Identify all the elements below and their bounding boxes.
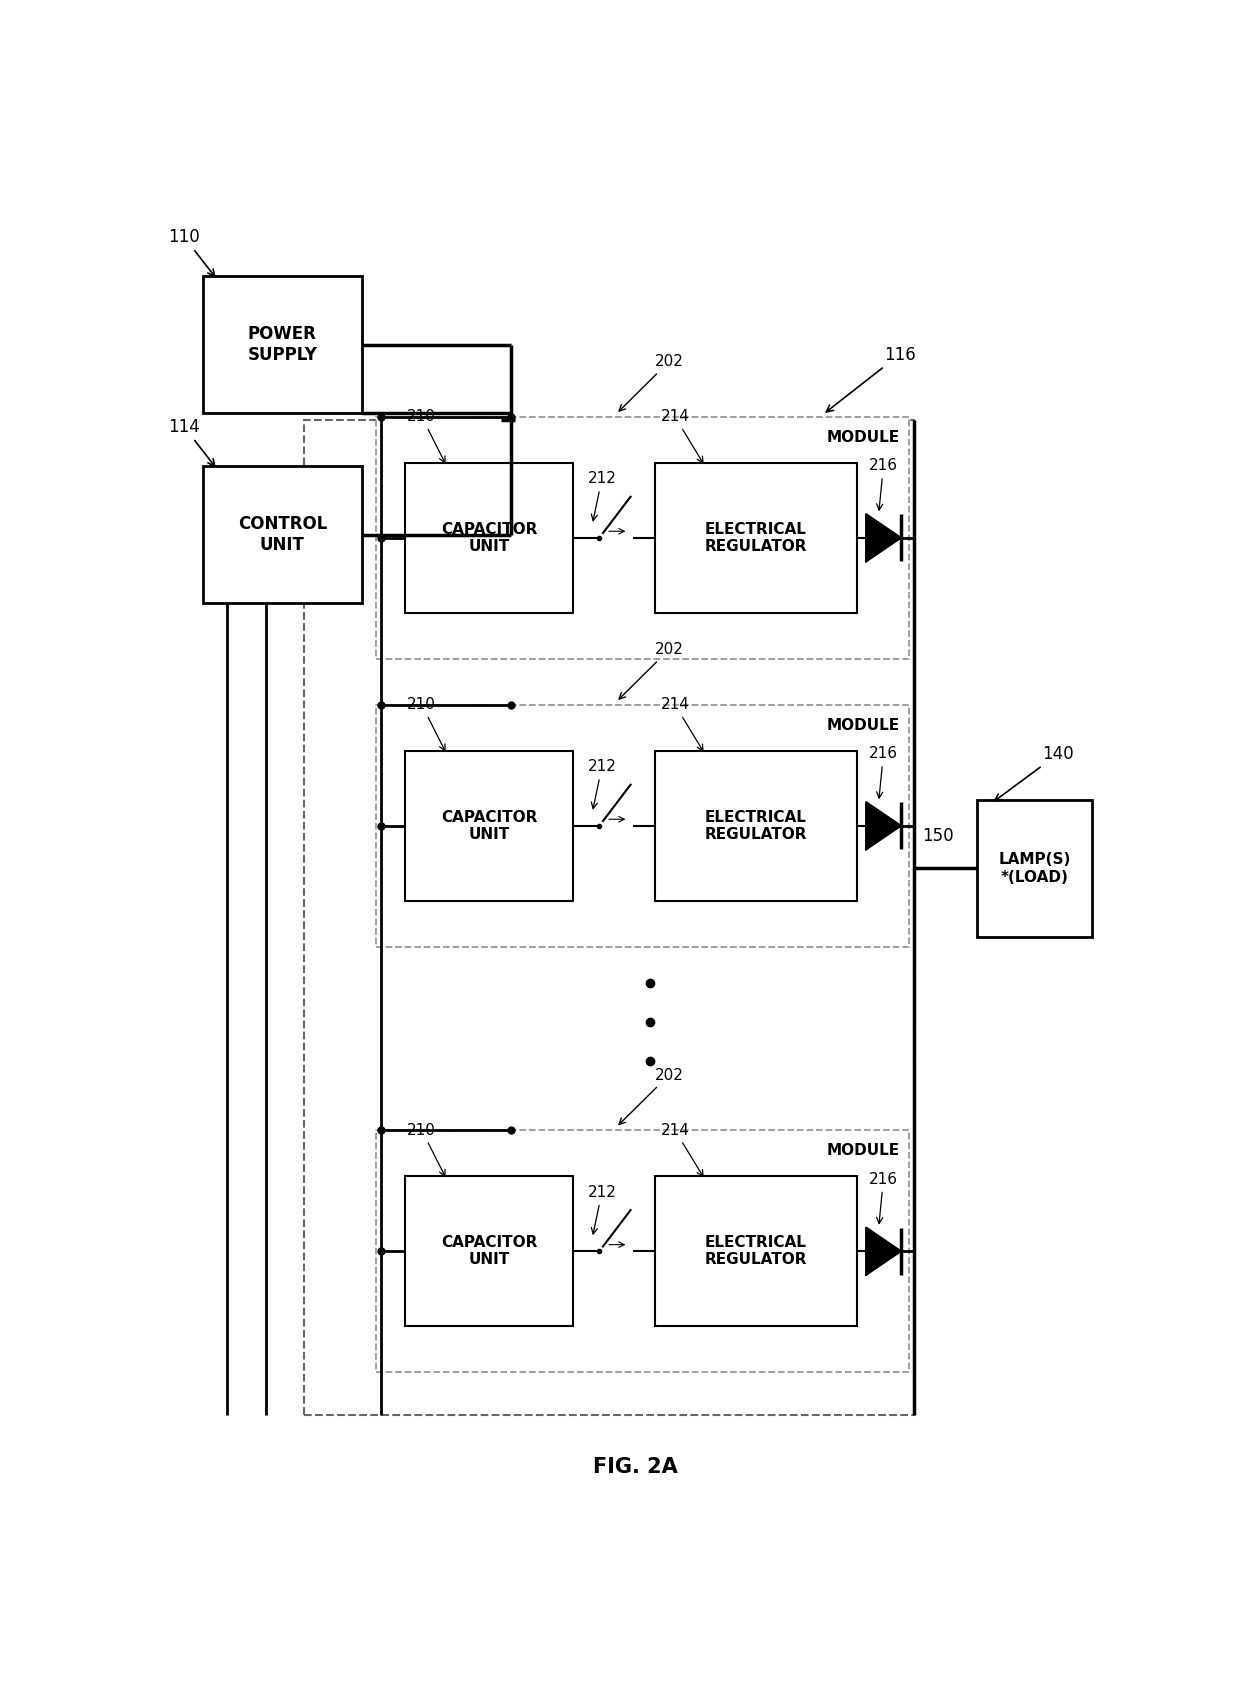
Text: LAMP(S)
*(LOAD): LAMP(S) *(LOAD): [998, 852, 1070, 884]
Text: MODULE: MODULE: [827, 430, 900, 445]
Bar: [404, 462, 573, 614]
Text: CAPACITOR
UNIT: CAPACITOR UNIT: [440, 522, 537, 554]
Text: 210: 210: [407, 410, 445, 462]
Text: FIG. 2A: FIG. 2A: [593, 1457, 678, 1477]
Text: 150: 150: [923, 826, 954, 845]
Bar: [404, 750, 573, 901]
Text: 216: 216: [869, 1171, 898, 1224]
Bar: [404, 1176, 573, 1326]
Text: CAPACITOR
UNIT: CAPACITOR UNIT: [440, 1234, 537, 1268]
Polygon shape: [866, 1227, 900, 1275]
Text: ELECTRICAL
REGULATOR: ELECTRICAL REGULATOR: [704, 809, 807, 842]
Bar: [203, 275, 362, 413]
Text: CONTROL
UNIT: CONTROL UNIT: [238, 515, 327, 554]
Text: MODULE: MODULE: [827, 717, 900, 733]
Text: POWER
SUPPLY: POWER SUPPLY: [248, 325, 317, 364]
Bar: [655, 750, 857, 901]
Text: MODULE: MODULE: [827, 1142, 900, 1158]
Text: 202: 202: [619, 354, 683, 411]
Text: 212: 212: [588, 471, 616, 520]
Bar: [304, 420, 914, 1414]
Text: CAPACITOR
UNIT: CAPACITOR UNIT: [440, 809, 537, 842]
Text: 212: 212: [588, 760, 616, 809]
Text: 214: 214: [661, 410, 703, 462]
Text: 210: 210: [407, 1122, 445, 1176]
Bar: [203, 466, 362, 604]
Bar: [977, 799, 1092, 937]
Text: 114: 114: [167, 418, 215, 466]
Text: 110: 110: [167, 228, 215, 277]
Text: 116: 116: [826, 345, 915, 411]
Polygon shape: [866, 802, 900, 850]
Bar: [376, 416, 909, 660]
Text: ELECTRICAL
REGULATOR: ELECTRICAL REGULATOR: [704, 1234, 807, 1268]
Text: 202: 202: [619, 643, 683, 699]
Bar: [376, 1130, 909, 1372]
Text: 140: 140: [994, 745, 1074, 801]
Text: 210: 210: [407, 697, 445, 751]
Text: 212: 212: [588, 1185, 616, 1234]
Text: 202: 202: [619, 1068, 683, 1124]
Polygon shape: [866, 513, 900, 561]
Text: ELECTRICAL
REGULATOR: ELECTRICAL REGULATOR: [704, 522, 807, 554]
Text: 214: 214: [661, 697, 703, 751]
Bar: [655, 462, 857, 614]
Bar: [655, 1176, 857, 1326]
Text: 216: 216: [869, 459, 898, 510]
Text: 214: 214: [661, 1122, 703, 1176]
Bar: [376, 706, 909, 947]
Text: 216: 216: [869, 746, 898, 797]
